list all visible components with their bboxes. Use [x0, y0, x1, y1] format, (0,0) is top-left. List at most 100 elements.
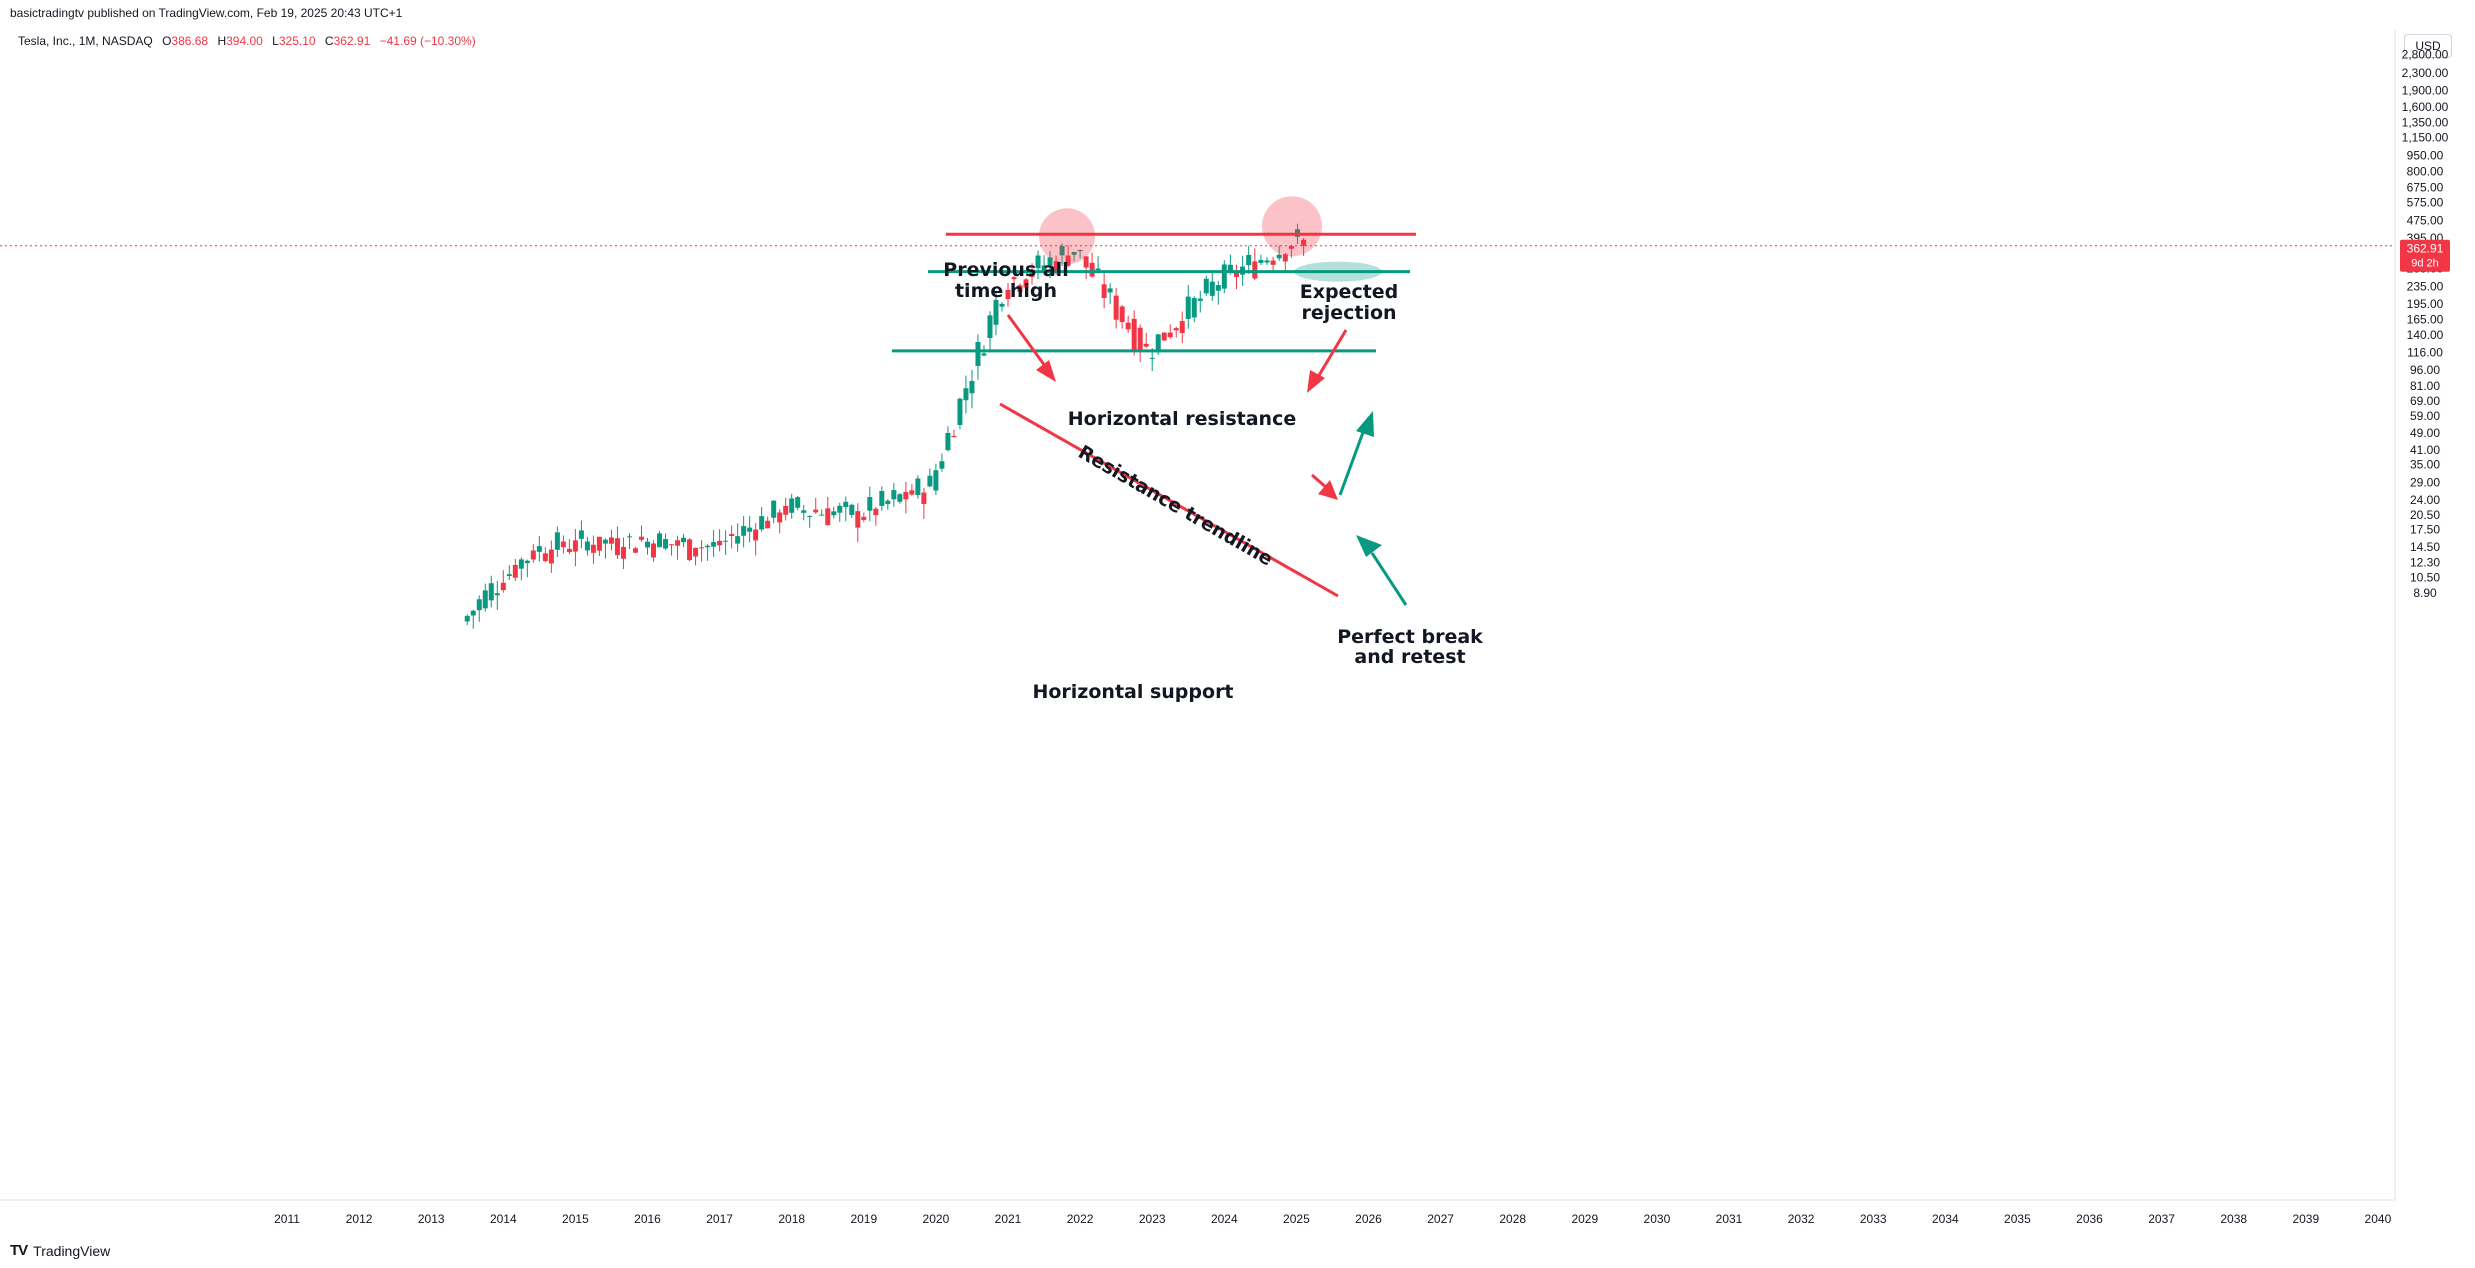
candle-body: [548, 549, 554, 564]
year-tick-label: 2038: [2220, 1212, 2247, 1226]
candle-body: [584, 541, 590, 551]
resistance-trendline[interactable]: [999, 402, 1339, 598]
candle-body: [657, 533, 663, 548]
year-tick-label: 2014: [490, 1212, 517, 1226]
candle-body: [518, 559, 524, 569]
year-tick-label: 2013: [418, 1212, 445, 1226]
candle-body: [578, 530, 584, 539]
year-tick-label: 2024: [1211, 1212, 1238, 1226]
candle-body: [1131, 318, 1137, 352]
candle-body: [1185, 296, 1191, 319]
year-tick-label: 2036: [2076, 1212, 2103, 1226]
candle-body: [554, 532, 560, 550]
year-tick-label: 2011: [274, 1212, 300, 1226]
price-tick-label: 12.30: [2410, 556, 2440, 570]
high-value: 394.00: [226, 34, 263, 48]
price-tick-label: 81.00: [2410, 379, 2440, 393]
candle-body: [651, 543, 657, 558]
candle-body: [1095, 268, 1101, 271]
candle-body: [1101, 284, 1107, 298]
candle-body: [855, 511, 861, 528]
last-price-text: 362.91: [2407, 242, 2444, 256]
price-tick-label: 140.00: [2407, 328, 2444, 342]
price-tick-label: 29.00: [2410, 475, 2440, 489]
candle-body: [482, 590, 488, 609]
candle-body: [524, 560, 530, 564]
candle-body: [488, 583, 494, 601]
candle-body: [1258, 259, 1264, 263]
candle-body: [987, 315, 993, 339]
high-label: H: [217, 34, 227, 48]
candles-group: [464, 223, 1307, 629]
candle-body: [536, 546, 542, 552]
candle-body: [1029, 269, 1035, 277]
last-price-badge: 362.91 9d 2h: [2400, 239, 2450, 272]
candle-body: [1035, 255, 1041, 269]
candle-body: [1137, 327, 1143, 352]
price-tick-label: 1,150.00: [2402, 131, 2449, 145]
symbol-name[interactable]: Tesla, Inc., 1M, NASDAQ: [18, 34, 153, 48]
year-tick-label: 2026: [1355, 1212, 1382, 1226]
candle-body: [873, 508, 879, 516]
candle-body: [1041, 265, 1047, 272]
candle-body: [771, 500, 777, 518]
time-axis[interactable]: 2011 2012 2013 2014 2015 2016 2017 2018 2019 2020…: [0, 1199, 2395, 1226]
price-tick-label: 69.00: [2410, 394, 2440, 408]
candle-body: [921, 492, 927, 505]
price-tick-label: 475.00: [2407, 213, 2444, 227]
retest-zone-highlight: [1294, 261, 1382, 282]
tradingview-brand-text: TradingView: [33, 1242, 111, 1259]
footer-brand[interactable]: TV TradingView: [10, 1242, 110, 1259]
perfect-break-label-line1: Perfect break: [1337, 626, 1483, 648]
price-tick-label: 165.00: [2407, 312, 2444, 326]
candle-body: [951, 435, 957, 438]
candle-body: [909, 490, 915, 495]
open-label: O: [162, 34, 172, 48]
candle-body: [687, 539, 693, 561]
candle-body: [669, 544, 675, 546]
candle-body: [969, 380, 975, 394]
candle-body: [759, 516, 765, 530]
candle-body: [729, 534, 735, 536]
candle-body: [1071, 251, 1077, 255]
candle-body: [645, 541, 650, 548]
currency-selector[interactable]: USD: [2404, 34, 2452, 58]
price-tick-label: 2,300.00: [2402, 66, 2449, 80]
year-tick-label: 2034: [1932, 1212, 1959, 1226]
candle-body: [999, 303, 1005, 307]
candle-body: [891, 490, 897, 500]
candle-body: [753, 529, 759, 541]
price-tick-label: 49.00: [2410, 426, 2440, 440]
price-tick-label: 35.00: [2410, 458, 2440, 472]
price-tick-label: 59.00: [2410, 409, 2440, 423]
price-tick-label: 800.00: [2407, 165, 2444, 179]
price-tick-label: 1,900.00: [2402, 84, 2449, 98]
close-label: C: [324, 34, 334, 48]
year-tick-label: 2025: [1283, 1212, 1310, 1226]
candle-body: [1077, 249, 1083, 252]
candle-body: [1221, 264, 1227, 289]
candle-body: [1252, 261, 1258, 279]
year-tick-label: 2027: [1427, 1212, 1454, 1226]
candle-body: [506, 574, 512, 577]
price-tick-label: 950.00: [2407, 149, 2444, 163]
year-tick-label: 2030: [1644, 1212, 1671, 1226]
ath-arrow: [1006, 314, 1056, 382]
candle-body: [464, 615, 470, 622]
perfect-break-label-line2: and retest: [1354, 646, 1465, 668]
candle-body: [903, 491, 909, 500]
price-axis[interactable]: 2,800.00 2,300.00 1,900.00 1,600.00 1,350.00…: [2394, 30, 2449, 1200]
candle-body: [699, 547, 705, 549]
horizontal-resistance-label: Horizontal resistance: [1068, 408, 1296, 430]
year-tick-label: 2020: [923, 1212, 950, 1226]
year-tick-label: 2040: [2365, 1212, 2392, 1226]
candle-body: [801, 510, 807, 513]
year-tick-label: 2031: [1716, 1212, 1743, 1226]
candle-body: [963, 388, 969, 401]
candle-body: [1083, 256, 1089, 268]
candle-body: [1203, 278, 1209, 294]
candle-body: [927, 475, 933, 487]
price-tick-label: 14.50: [2410, 540, 2440, 554]
expected-rejection-highlight: [1262, 196, 1322, 257]
